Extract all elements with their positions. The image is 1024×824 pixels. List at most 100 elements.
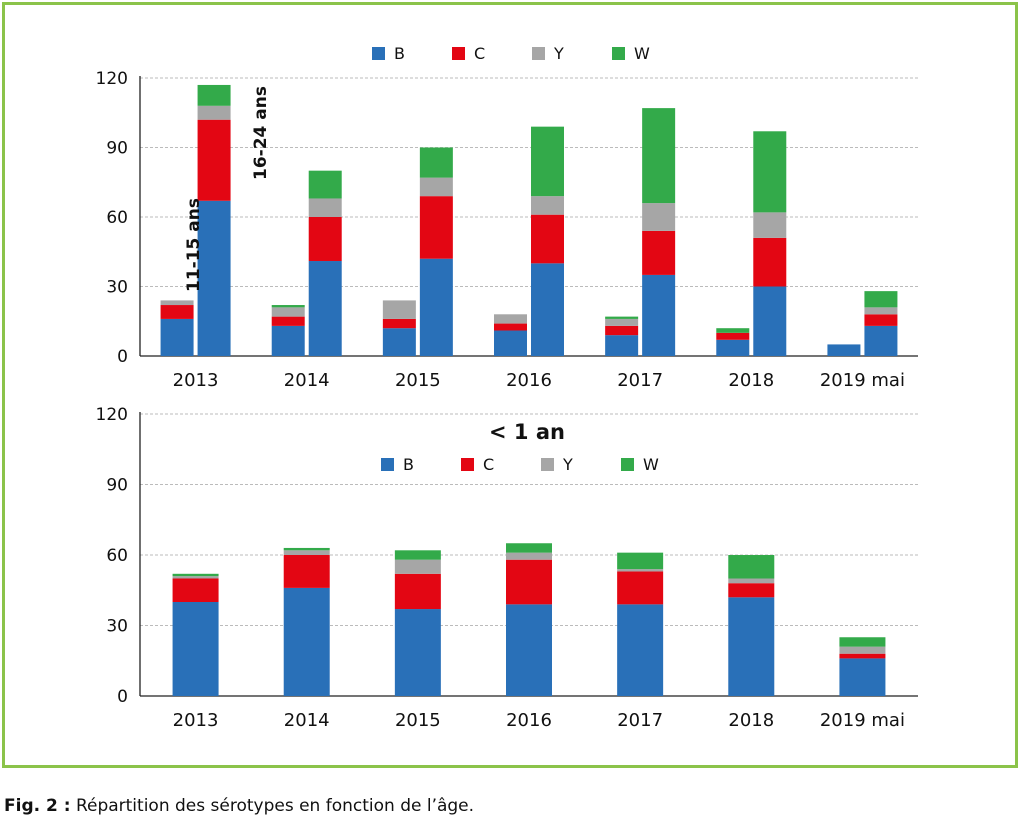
bar-segment-W — [308, 170, 342, 199]
bar-segment-W — [642, 108, 676, 204]
bar-segment-W — [728, 555, 775, 579]
bar-segment-Y — [728, 578, 775, 584]
bar-segment-C — [753, 237, 787, 287]
bar-segment-W — [283, 547, 330, 551]
x-tick-label: 2015 — [395, 370, 441, 391]
charts-svg: 0 30 60 90 120 2013 2014 2015 2016 2017 2018 2019 m… — [96, 44, 918, 731]
y-tick-label: 0 — [117, 687, 128, 707]
x-tick-label: 2018 — [728, 370, 774, 391]
annotation-16-24: 16-24 ans — [251, 86, 271, 180]
bar-segment-C — [864, 314, 898, 326]
bar-segment-C — [506, 559, 552, 605]
legend-label: C — [483, 455, 494, 474]
bar-segment-B — [506, 604, 552, 696]
bar-segment-Y — [283, 550, 330, 555]
x-tick-label: 2014 — [284, 370, 330, 391]
bar-segment-C — [531, 214, 564, 264]
bar-segment-B — [197, 200, 231, 356]
legend-swatch-Y — [532, 47, 545, 60]
bar-segment-W — [716, 328, 750, 333]
bar-segment-B — [617, 604, 664, 696]
x-tick-label: 2019 mai — [820, 370, 905, 391]
bar-segment-Y — [172, 576, 219, 579]
bar-segment-B — [308, 261, 342, 356]
x-tick-label: 2015 — [395, 710, 441, 731]
bar-segment-B — [494, 330, 527, 356]
bar-segment-B — [172, 602, 219, 696]
legend-swatch-W — [621, 458, 634, 471]
y-tick-label: 90 — [106, 139, 128, 159]
x-tick-label: 2013 — [173, 370, 219, 391]
figure-caption: Fig. 2 : Répartition des sérotypes en fo… — [4, 796, 474, 816]
bar-segment-C — [494, 323, 527, 331]
legend-label: B — [403, 455, 414, 474]
bar-segment-W — [839, 637, 886, 647]
legend-label: Y — [553, 44, 564, 63]
legend-label: B — [394, 44, 405, 63]
bar-segment-Y — [531, 196, 564, 215]
bar-segment-W — [271, 305, 305, 308]
bar-segment-B — [839, 658, 886, 696]
bar-segment-C — [394, 573, 441, 610]
bar-segment-Y — [617, 569, 664, 572]
bar-segment-B — [864, 325, 898, 356]
y-tick-label: 120 — [96, 69, 128, 89]
legend-label: W — [643, 455, 659, 474]
bar-segment-Y — [642, 203, 676, 231]
bar-segment-Y — [419, 177, 453, 197]
bar-segment-B — [827, 344, 861, 356]
bar-segment-W — [617, 552, 664, 570]
legend-label: C — [474, 44, 485, 63]
legend-label: W — [634, 44, 650, 63]
caption-label: Fig. 2 : — [4, 796, 71, 816]
bar-segment-C — [728, 583, 775, 598]
bar-segment-W — [753, 131, 787, 213]
bar-segment-C — [716, 332, 750, 340]
x-tick-label: 2016 — [506, 710, 552, 731]
chart-bottom: 0 30 60 90 120 2013 2014 2015 2016 2017 2018 2019 m… — [96, 405, 918, 731]
bar-segment-C — [197, 119, 231, 201]
bar-segment-B — [394, 609, 441, 696]
y-tick-label: 90 — [106, 476, 128, 496]
bar-segment-Y — [605, 318, 639, 326]
bar-segment-C — [617, 571, 664, 605]
bar-segment-Y — [506, 552, 552, 560]
bar-segment-B — [271, 325, 305, 356]
bar-segment-W — [531, 126, 564, 197]
bar-segment-Y — [308, 198, 342, 217]
bar-segment-W — [605, 316, 639, 319]
legend-label: Y — [562, 455, 573, 474]
bar-segment-C — [382, 318, 416, 329]
bar-segment-B — [642, 274, 676, 356]
bar-segment-B — [419, 258, 453, 356]
bar-segment-Y — [160, 300, 194, 306]
legend-swatch-C — [461, 458, 474, 471]
bar-segment-C — [172, 578, 219, 602]
y-tick-label: 30 — [106, 617, 128, 637]
bar-segment-C — [605, 325, 639, 336]
legend-swatch-C — [452, 47, 465, 60]
x-tick-label: 2017 — [617, 710, 663, 731]
bar-segment-B — [531, 263, 564, 356]
x-tick-label: 2013 — [173, 710, 219, 731]
x-tick-label: 2018 — [728, 710, 774, 731]
bar-segment-B — [716, 339, 750, 356]
bar-segment-Y — [197, 105, 231, 120]
y-tick-label: 60 — [106, 208, 128, 228]
bar-segment-Y — [394, 559, 441, 574]
annotation-11-15: 11-15 ans — [184, 198, 204, 292]
bar-segment-Y — [271, 307, 305, 317]
chart-title: < 1 an — [489, 420, 565, 444]
bar-segment-C — [419, 196, 453, 259]
legend-swatch-Y — [541, 458, 554, 471]
bar-segment-B — [160, 318, 194, 356]
bar-segment-B — [605, 335, 639, 356]
x-tick-label: 2019 mai — [820, 710, 905, 731]
bar-segment-W — [197, 84, 231, 106]
bar-segment-Y — [839, 646, 886, 654]
bar-segment-Y — [494, 314, 527, 324]
y-tick-label: 0 — [117, 347, 128, 367]
x-tick-label: 2016 — [506, 370, 552, 391]
bar-segment-B — [753, 286, 787, 356]
legend-swatch-W — [612, 47, 625, 60]
